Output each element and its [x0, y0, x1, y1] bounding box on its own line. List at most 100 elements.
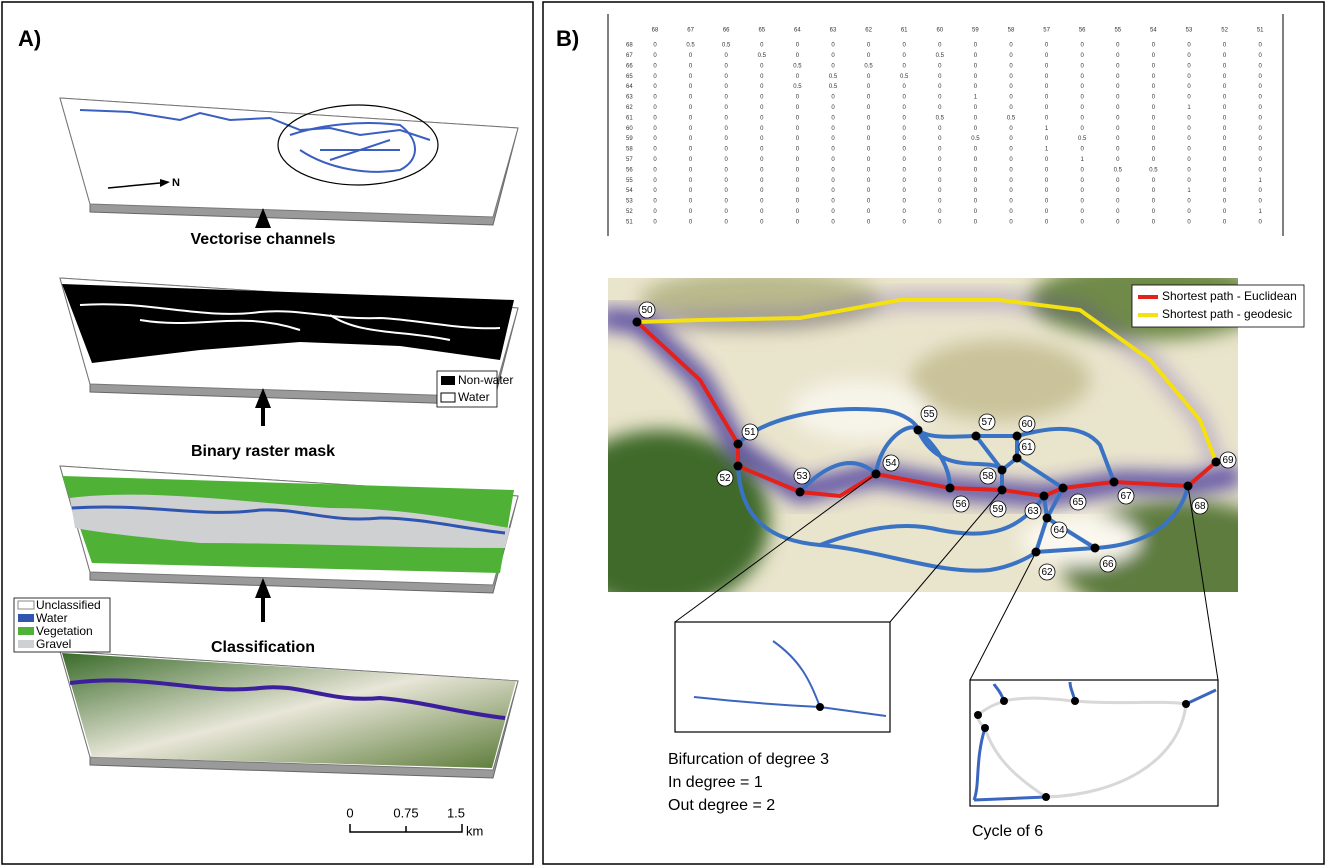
image: [62, 653, 516, 768]
matrix-cell: 0: [1259, 136, 1263, 142]
matrix-cell: 0: [1187, 126, 1191, 132]
matrix-cell: 0: [974, 178, 978, 184]
matrix-row-label: 59: [626, 136, 633, 142]
matrix-cell: 0: [1223, 157, 1227, 163]
scale-tick: 0.75: [393, 805, 418, 820]
matrix-cell: 0: [1009, 188, 1013, 194]
legend-label: Unclassified: [36, 598, 101, 612]
matrix-cell: 0: [653, 105, 657, 111]
matrix-cell: 0: [1187, 115, 1191, 121]
matrix-cell: 0: [938, 136, 942, 142]
north-arrow: N: [107, 177, 180, 189]
matrix-cell: 0: [938, 167, 942, 173]
matrix-cell: 0: [831, 178, 835, 184]
node-badge: [979, 467, 997, 485]
matrix-cell: 0: [1116, 115, 1120, 121]
matrix-cell: 0: [760, 209, 764, 215]
matrix-cell: 0: [938, 126, 942, 132]
matrix-cell: 0: [938, 74, 942, 80]
matrix-row-label: 56: [626, 167, 633, 173]
matrix-cell: 0: [938, 84, 942, 90]
matrix: 68 67 66 65 64 63 62 61 60 59 58 57 56 55 54 53 52 51 68 0 0…: [626, 28, 1264, 226]
matrix-header: 52: [1221, 28, 1228, 34]
matrix-cell: 0: [1223, 209, 1227, 215]
matrix-cell: 0: [1081, 115, 1085, 121]
matrix-cell: 0: [796, 95, 800, 101]
matrix-cell: 0: [1116, 126, 1120, 132]
matrix-cell: 0: [760, 199, 764, 205]
node-badge: [1018, 415, 1036, 433]
matrix-cell: 0: [653, 136, 657, 142]
legend-label: Shortest path - geodesic: [1162, 307, 1292, 321]
matrix-cell: 0.5: [900, 74, 909, 80]
matrix-cell: 0: [1187, 147, 1191, 153]
matrix-cell: 0: [974, 53, 978, 59]
north-label: N: [172, 177, 180, 189]
matrix-cell: 0: [867, 188, 871, 194]
matrix-cell: 0: [903, 95, 907, 101]
matrix-cell: 0: [689, 167, 693, 173]
matrix-header: 63: [830, 28, 837, 34]
matrix-cell: 0: [974, 63, 978, 69]
caption: Out degree = 2: [668, 797, 775, 814]
matrix-cell: 0: [1187, 157, 1191, 163]
matrix-cell: 0: [1152, 74, 1156, 80]
matrix-row-label: 60: [626, 126, 633, 132]
matrix-row-label: 61: [626, 115, 633, 121]
node-label: 65: [1072, 497, 1084, 508]
matrix-cell: 0: [903, 63, 907, 69]
matrix-cell: 0: [1259, 84, 1263, 90]
node-badge: [1018, 438, 1036, 456]
matrix-cell: 0: [1187, 178, 1191, 184]
matrix-cell: 0: [1045, 53, 1049, 59]
matrix-cell: 0.5: [793, 63, 802, 69]
matrix-cell: 0: [938, 199, 942, 205]
matrix-cell: 0: [725, 167, 729, 173]
matrix-cell: 0: [760, 115, 764, 121]
matrix-cell: 0: [903, 136, 907, 142]
matrix-row-label: 52: [626, 209, 633, 215]
matrix-cell: 0: [725, 199, 729, 205]
channel: [818, 494, 1046, 547]
matrix-cell: 0: [653, 74, 657, 80]
inset-cycle: [969, 485, 1219, 807]
class-legend: Unclassified Water Vegetation Gravel: [13, 597, 111, 653]
matrix-cell: 0: [1081, 105, 1085, 111]
matrix-cell: 0: [1187, 43, 1191, 49]
caption: In degree = 1: [668, 774, 763, 791]
matrix-header: 54: [1150, 28, 1157, 34]
matrix-cell: 0: [1045, 95, 1049, 101]
matrix-cell: 0.5: [722, 43, 731, 49]
matrix-cell: 0: [796, 105, 800, 111]
matrix-cell: 0: [689, 126, 693, 132]
matrix-cell: 0: [1009, 209, 1013, 215]
matrix-cell: 0: [760, 157, 764, 163]
matrix-cell: 0: [1009, 74, 1013, 80]
matrix-cell: 0: [1259, 105, 1263, 111]
node-label: 67: [1120, 491, 1132, 502]
matrix-cell: 0: [1081, 147, 1085, 153]
matrix-cell: 0: [1223, 95, 1227, 101]
node: [1042, 513, 1052, 523]
matrix-cell: 0: [653, 209, 657, 215]
matrix-cell: 0: [689, 74, 693, 80]
matrix-cell: 0: [1116, 53, 1120, 59]
node-badge: [1069, 493, 1087, 511]
matrix-cell: 0: [903, 53, 907, 59]
node-badge: [716, 469, 734, 487]
matrix-cell: 0: [653, 126, 657, 132]
caption: Cycle of 6: [972, 823, 1043, 840]
matrix-cell: 0: [831, 43, 835, 49]
matrix-cell: 0: [974, 43, 978, 49]
matrix-cell: 0.5: [829, 84, 838, 90]
matrix-cell: 0: [1009, 95, 1013, 101]
matrix-cell: 0: [760, 63, 764, 69]
matrix-row-label: 65: [626, 74, 633, 80]
node: [913, 425, 923, 435]
node-label: 54: [885, 458, 897, 469]
matrix-cell: 0: [867, 95, 871, 101]
node-badge: [741, 423, 759, 441]
matrix-cell: 0: [831, 167, 835, 173]
matrix-cell: 0: [689, 63, 693, 69]
channel: [79, 109, 431, 141]
